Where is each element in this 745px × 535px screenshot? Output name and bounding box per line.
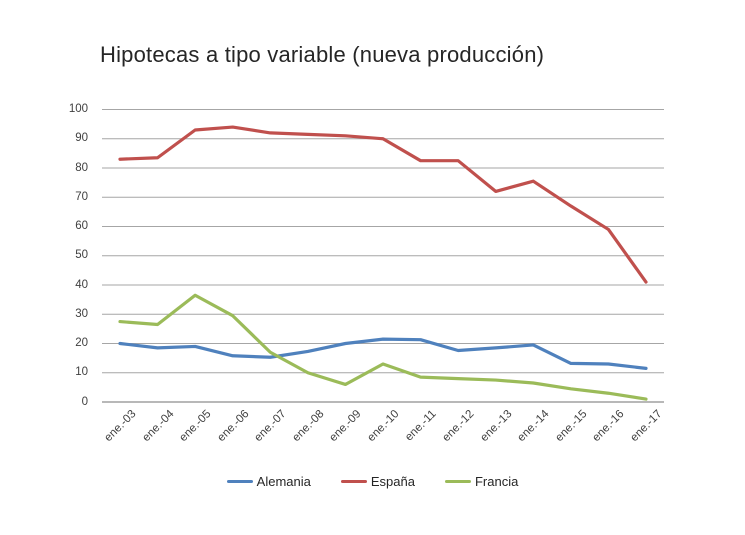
y-axis-tick-label: 20	[75, 337, 88, 349]
y-axis-tick-label: 60	[75, 220, 88, 232]
legend-label: Francia	[474, 474, 519, 489]
y-axis-tick-label: 30	[75, 307, 88, 320]
y-axis-tick-label: 90	[75, 132, 88, 145]
y-axis-tick-label: 0	[81, 395, 88, 408]
series-line-alemania	[118, 337, 648, 370]
legend-label: Alemania	[256, 474, 311, 489]
y-axis-tick-label: 10	[75, 366, 88, 379]
y-axis-tick-label: 100	[68, 103, 88, 115]
legend-label: España	[370, 474, 415, 489]
series-line-españa	[118, 125, 648, 284]
chart-title: Hipotecas a tipo variable (nueva producc…	[100, 42, 545, 67]
legend-item-francia: Francia	[444, 474, 519, 489]
y-axis-tick-label: 80	[75, 161, 88, 174]
y-axis-tick-label: 70	[75, 190, 88, 203]
legend-line-swatch	[444, 479, 471, 484]
legend-item-alemania: Alemania	[226, 474, 311, 489]
legend: Alemania España Francia	[0, 474, 745, 489]
legend-line-swatch	[226, 479, 253, 484]
y-axis-tick-label: 50	[75, 249, 88, 262]
legend-line-swatch	[340, 479, 367, 484]
series-line-francia	[118, 293, 648, 401]
y-axis-tick-label: 40	[75, 278, 88, 291]
legend-item-españa: España	[340, 474, 415, 489]
